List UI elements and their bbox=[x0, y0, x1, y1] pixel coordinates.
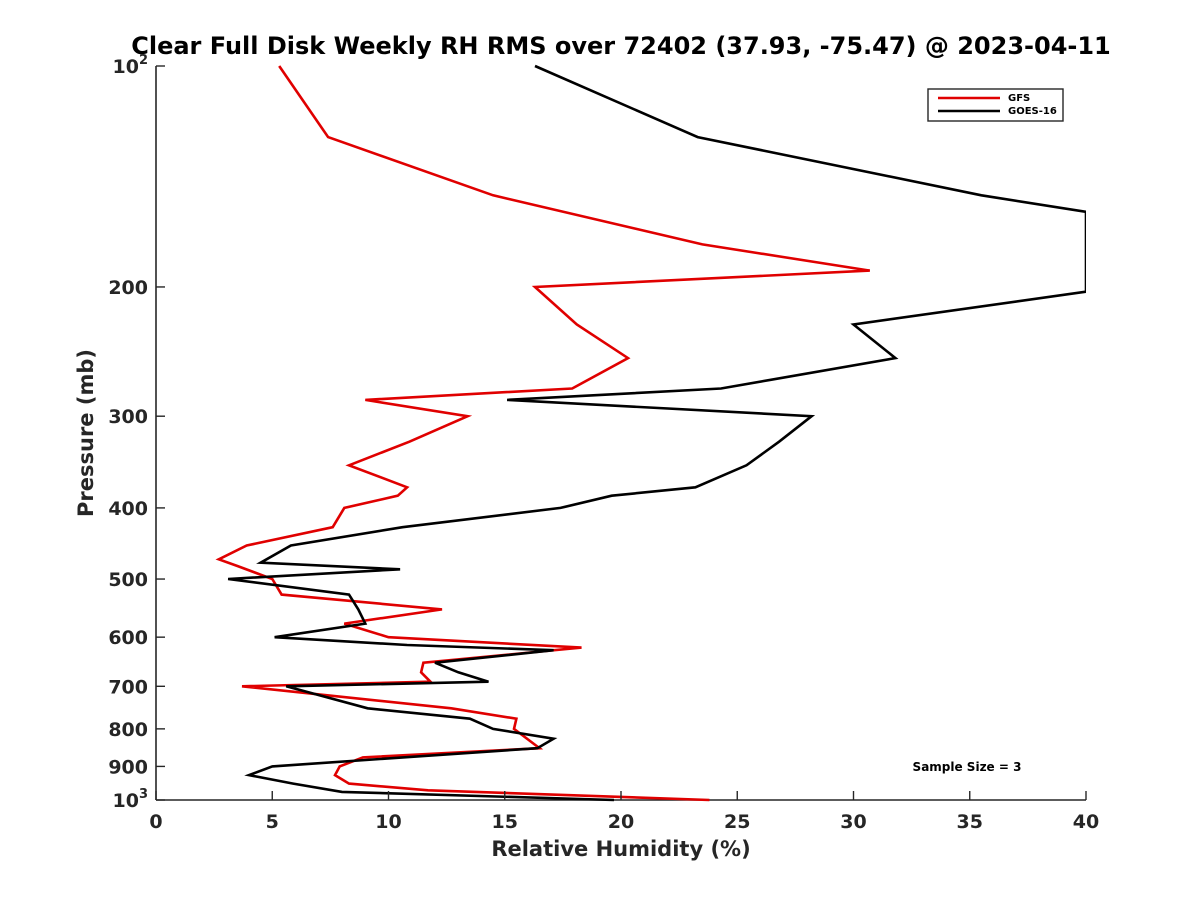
x-axis-label: Relative Humidity (%) bbox=[491, 837, 750, 861]
y-tick-label: 200 bbox=[108, 277, 148, 299]
series-line-gfs bbox=[215, 65, 871, 802]
x-tick-label: 5 bbox=[266, 811, 279, 833]
x-tick-label: 15 bbox=[492, 811, 518, 833]
legend-box bbox=[927, 88, 1064, 122]
sample-size-annotation: Sample Size = 3 bbox=[913, 760, 1022, 774]
x-tick-label: 0 bbox=[149, 811, 162, 833]
y-tick-label: 103 bbox=[113, 787, 149, 812]
x-tick-label: 30 bbox=[840, 811, 866, 833]
y-axis-label: Pressure (mb) bbox=[74, 349, 98, 517]
series-layer bbox=[215, 64, 1086, 802]
y-tick-label: 500 bbox=[108, 569, 148, 591]
y-tick-label: 800 bbox=[108, 719, 148, 741]
x-tick-label: 25 bbox=[724, 811, 750, 833]
legend-label-goes16: GOES-16 bbox=[1008, 106, 1057, 117]
y-tick-label: 102 bbox=[113, 53, 149, 78]
x-tick-label: 10 bbox=[375, 811, 401, 833]
y-tick-label: 700 bbox=[108, 676, 148, 698]
chart-title: Clear Full Disk Weekly RH RMS over 72402… bbox=[131, 32, 1111, 60]
y-tick-label: 600 bbox=[108, 627, 148, 649]
x-tick-label: 40 bbox=[1073, 811, 1099, 833]
series-line-goes16 bbox=[227, 64, 1086, 802]
y-tick-label: 900 bbox=[108, 756, 148, 778]
tick-layer: 0 5 10 15 20 25 30 35 40 102 200 300 400 500 600 700 800… bbox=[108, 53, 1099, 833]
legend-label-gfs: GFS bbox=[1008, 93, 1030, 104]
y-tick-label: 400 bbox=[108, 498, 148, 520]
x-tick-label: 35 bbox=[957, 811, 983, 833]
x-tick-label: 20 bbox=[608, 811, 634, 833]
legend: GFS GOES-16 bbox=[927, 88, 1064, 122]
y-tick-label: 300 bbox=[108, 406, 148, 428]
